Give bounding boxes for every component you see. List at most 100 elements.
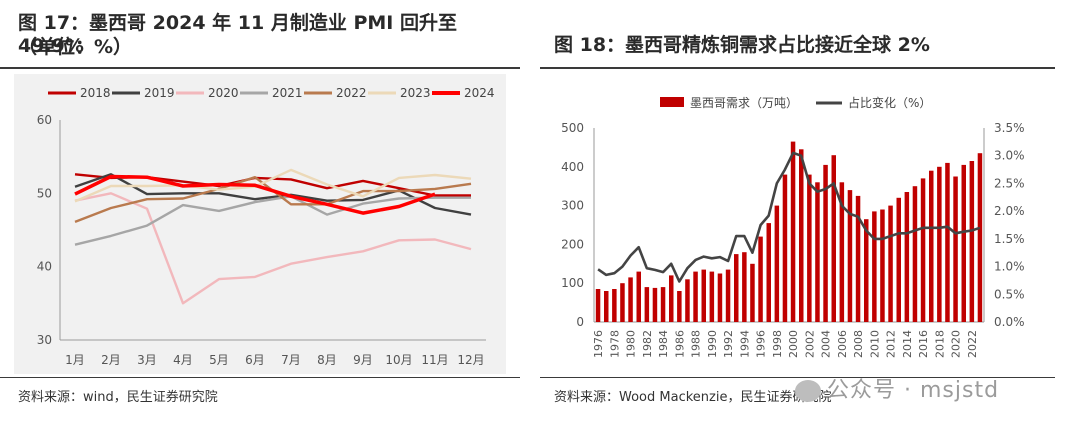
x-tick-label: 1月 xyxy=(65,353,85,367)
x-tick-label: 2006 xyxy=(836,330,849,358)
figure-17: 图 17：墨西哥 2024 年 11 月制造业 PMI 回升至 49.9% （单… xyxy=(0,0,520,429)
x-tick-label: 12月 xyxy=(457,353,484,367)
right-tick-label: 0.0% xyxy=(994,315,1025,329)
x-tick-label: 11月 xyxy=(421,353,448,367)
figure-17-plot-background xyxy=(14,74,506,374)
x-tick-label: 2004 xyxy=(820,330,833,358)
demand-bar xyxy=(677,291,682,322)
demand-bar xyxy=(644,287,650,322)
right-tick-label: 3.0% xyxy=(994,149,1025,163)
demand-bar xyxy=(904,192,910,322)
demand-bar xyxy=(750,263,755,322)
legend-label: 2021 xyxy=(272,86,303,100)
demand-bar xyxy=(896,197,901,322)
demand-bar xyxy=(595,289,601,322)
demand-bar xyxy=(685,279,690,322)
x-tick-label: 6月 xyxy=(245,353,265,367)
right-tick-label: 1.5% xyxy=(994,232,1025,246)
x-tick-label: 1982 xyxy=(641,330,654,358)
x-tick-label: 2022 xyxy=(966,330,979,358)
left-tick-label: 200 xyxy=(561,237,584,251)
demand-bar xyxy=(969,161,975,322)
demand-bar xyxy=(628,277,633,322)
demand-bar xyxy=(961,164,966,322)
x-tick-label: 2020 xyxy=(950,330,963,358)
demand-bar xyxy=(920,178,926,322)
right-tick-label: 2.5% xyxy=(994,176,1025,190)
x-tick-label: 3月 xyxy=(137,353,157,367)
demand-bar xyxy=(782,174,788,322)
figure-17-source: 资料来源：wind，民生证券研究院 xyxy=(18,390,218,405)
x-tick-label: 2月 xyxy=(101,353,121,367)
series-line xyxy=(74,195,471,246)
demand-bar xyxy=(929,170,934,322)
x-tick-label: 5月 xyxy=(209,353,229,367)
legend-label-bar: 墨西哥需求（万吨） xyxy=(690,96,798,110)
legend-label: 2020 xyxy=(208,86,239,100)
series-line xyxy=(74,173,472,216)
x-tick-label: 1980 xyxy=(625,330,638,358)
x-tick-label: 2010 xyxy=(868,330,881,358)
demand-bar xyxy=(912,186,918,322)
figure-17-bottom-rule xyxy=(0,377,520,378)
right-tick-label: 3.5% xyxy=(994,121,1025,135)
legend-label: 2022 xyxy=(336,86,367,100)
figure-17-title-line1: 图 17：墨西哥 2024 年 11 月制造业 PMI 回升至 49.9% xyxy=(18,12,457,57)
series-line xyxy=(74,168,472,203)
demand-bar xyxy=(945,162,950,322)
left-tick-label: 500 xyxy=(561,121,584,135)
x-tick-label: 2008 xyxy=(852,330,865,358)
watermark-text: 公众号 · msjstd xyxy=(827,378,1000,403)
figure-18-bottom-rule xyxy=(540,377,1055,378)
series-line xyxy=(74,192,472,305)
left-tick-label: 100 xyxy=(561,276,584,290)
y-tick-label: 60 xyxy=(37,113,52,127)
demand-bar xyxy=(823,164,828,322)
left-tick-label: 300 xyxy=(561,199,584,213)
legend-swatch-bar xyxy=(660,97,684,107)
left-tick-label: 0 xyxy=(576,315,584,329)
x-tick-label: 1986 xyxy=(673,330,686,358)
demand-bar xyxy=(725,269,731,322)
x-tick-label: 1994 xyxy=(738,330,751,358)
figure-18-source: 资料来源：Wood Mackenzie，民生证券研究院 xyxy=(554,390,832,405)
demand-bar xyxy=(953,176,958,322)
figure-18-top-rule xyxy=(540,67,1055,69)
x-tick-label: 1996 xyxy=(755,330,768,358)
copper-demand-chart: 0 100 200 300 400 500 0.0% 0.5% 1.0% 1.5% 2.0% 2.5%… xyxy=(561,95,1025,358)
pmi-line-chart: 30 40 50 60 1月 2月 3月 4月 5月 6月 7月 8月 9月 10月 11月 12月 2018 2… xyxy=(37,86,495,367)
demand-bar xyxy=(937,166,942,322)
x-tick-label: 1998 xyxy=(771,330,784,358)
demand-bar xyxy=(799,149,804,322)
x-tick-label: 2012 xyxy=(885,330,898,358)
x-tick-label: 4月 xyxy=(173,353,193,367)
demand-bar xyxy=(620,283,625,322)
figure-18: 图 18：墨西哥精炼铜需求占比接近全球 2% 0 100 200 300 400 500 0… xyxy=(540,0,1080,429)
x-tick-label: 7月 xyxy=(281,353,301,367)
legend-label: 2024 xyxy=(464,86,495,100)
x-tick-label: 1984 xyxy=(657,330,670,358)
demand-bar xyxy=(766,223,771,322)
wechat-logo-icon xyxy=(795,380,821,402)
x-tick-label: 1978 xyxy=(608,330,621,358)
x-tick-label: 2014 xyxy=(901,330,914,358)
demand-bar xyxy=(669,275,674,322)
demand-bar xyxy=(790,141,796,322)
right-tick-label: 2.0% xyxy=(994,204,1025,218)
y-tick-label: 50 xyxy=(37,186,52,200)
demand-bar xyxy=(693,271,698,322)
demand-bar xyxy=(742,252,747,322)
right-tick-label: 0.5% xyxy=(994,287,1025,301)
right-tick-label: 1.0% xyxy=(994,260,1025,274)
demand-bar xyxy=(847,190,853,322)
x-tick-label: 1976 xyxy=(592,330,605,358)
demand-bar xyxy=(888,205,893,322)
series-line xyxy=(74,174,436,215)
x-tick-label: 2002 xyxy=(803,330,816,358)
legend-label-line: 占比变化（%） xyxy=(848,95,931,110)
x-tick-label: 2016 xyxy=(917,330,930,358)
demand-bar xyxy=(709,271,715,322)
figure-17-top-rule xyxy=(0,67,520,69)
share-line xyxy=(597,151,981,283)
demand-bar xyxy=(652,287,658,322)
